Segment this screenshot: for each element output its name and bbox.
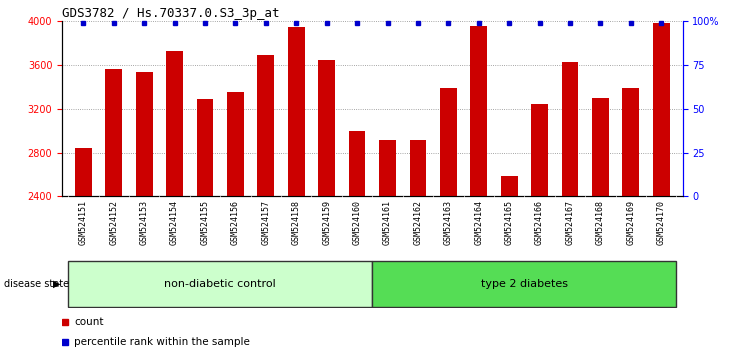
Text: ▶: ▶ <box>53 279 61 289</box>
Text: GSM524167: GSM524167 <box>566 200 575 245</box>
Text: GSM524158: GSM524158 <box>292 200 301 245</box>
Bar <box>318 59 335 196</box>
Bar <box>470 25 487 196</box>
Bar <box>501 176 518 196</box>
Text: percentile rank within the sample: percentile rank within the sample <box>74 337 250 347</box>
Text: GDS3782 / Hs.70337.0.S3_3p_at: GDS3782 / Hs.70337.0.S3_3p_at <box>62 7 280 20</box>
Bar <box>440 88 457 196</box>
Bar <box>372 261 677 307</box>
Text: GSM524166: GSM524166 <box>535 200 544 245</box>
Text: GSM524154: GSM524154 <box>170 200 179 245</box>
Bar <box>653 23 669 196</box>
Bar <box>105 69 122 196</box>
Text: GSM524159: GSM524159 <box>322 200 331 245</box>
Text: type 2 diabetes: type 2 diabetes <box>481 279 568 289</box>
Bar <box>75 148 92 196</box>
Bar <box>531 104 548 196</box>
Bar <box>136 72 153 196</box>
Bar <box>592 98 609 196</box>
Text: GSM524164: GSM524164 <box>474 200 483 245</box>
Text: GSM524157: GSM524157 <box>261 200 270 245</box>
Bar <box>410 139 426 196</box>
Text: GSM524169: GSM524169 <box>626 200 635 245</box>
Text: GSM524156: GSM524156 <box>231 200 240 245</box>
Text: GSM524153: GSM524153 <box>139 200 149 245</box>
Bar <box>561 62 578 196</box>
Text: GSM524165: GSM524165 <box>504 200 514 245</box>
Bar <box>166 51 183 196</box>
Bar <box>196 99 213 196</box>
Text: GSM524162: GSM524162 <box>413 200 423 245</box>
Text: GSM524170: GSM524170 <box>657 200 666 245</box>
Bar <box>288 27 304 196</box>
Bar <box>258 55 274 196</box>
Text: count: count <box>74 318 104 327</box>
Text: GSM524151: GSM524151 <box>79 200 88 245</box>
Text: GSM524152: GSM524152 <box>110 200 118 245</box>
Bar <box>68 261 372 307</box>
Bar <box>623 88 639 196</box>
Bar <box>349 131 366 196</box>
Text: GSM524168: GSM524168 <box>596 200 605 245</box>
Bar <box>227 92 244 196</box>
Text: GSM524161: GSM524161 <box>383 200 392 245</box>
Text: GSM524160: GSM524160 <box>353 200 361 245</box>
Text: GSM524163: GSM524163 <box>444 200 453 245</box>
Bar <box>379 139 396 196</box>
Text: disease state: disease state <box>4 279 69 289</box>
Text: GSM524155: GSM524155 <box>201 200 210 245</box>
Text: non-diabetic control: non-diabetic control <box>164 279 276 289</box>
